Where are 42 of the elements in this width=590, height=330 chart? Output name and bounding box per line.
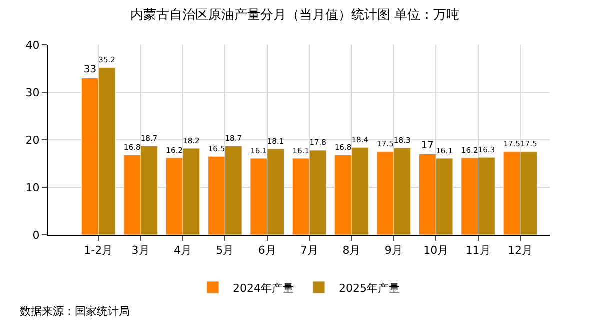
data-label: 18.4: [352, 135, 369, 144]
x-tick-label: 3月: [132, 244, 150, 258]
x-tick-label: 6月: [258, 244, 276, 258]
legend-label: 2025年产量: [339, 282, 400, 295]
x-tick-label: 1-2月: [84, 244, 114, 258]
data-label: 16.8: [124, 142, 141, 152]
data-label: 33: [84, 64, 97, 76]
x-tick-label: 4月: [174, 244, 192, 258]
data-label: 16.3: [478, 145, 496, 154]
legend-label: 2024年产量: [233, 282, 294, 295]
x-tick-label: 8月: [342, 244, 361, 258]
data-label: 18.7: [225, 134, 242, 143]
x-tick-label: 11月: [466, 244, 491, 258]
data-label: 18.7: [140, 134, 158, 143]
data-label: 17.5: [504, 140, 521, 149]
data-label: 18.3: [394, 136, 411, 145]
data-label: 16.1: [292, 146, 310, 156]
data-label: 17.5: [377, 140, 394, 149]
y-tick-label: 10: [26, 181, 40, 194]
data-label: 17.8: [310, 138, 327, 148]
data-label: 17: [421, 140, 434, 152]
data-label: 16.8: [334, 142, 352, 152]
data-label: 16.2: [166, 146, 184, 155]
data-label: 18.1: [267, 136, 284, 146]
y-tick-label: 0: [32, 228, 40, 242]
y-tick-label: 40: [26, 38, 40, 52]
y-tick-label: 20: [26, 134, 40, 147]
data-label: 16.1: [250, 146, 268, 156]
y-tick-label: 30: [26, 86, 40, 100]
data-label: 35.2: [98, 56, 116, 65]
x-tick-label: 12月: [508, 244, 533, 258]
chart-title: 内蒙古自治区原油产量分月（当月值）统计图 单位：万吨: [130, 8, 460, 23]
source-note: 数据来源：国家统计局: [20, 305, 130, 318]
data-label: 16.2: [461, 146, 478, 155]
x-tick-label: 9月: [384, 244, 403, 258]
data-label: 17.5: [520, 140, 538, 149]
x-tick-label: 5月: [216, 244, 234, 258]
x-tick-label: 7月: [300, 244, 319, 258]
x-tick-label: 10月: [424, 244, 449, 258]
data-label: 18.2: [182, 136, 200, 146]
data-label: 16.1: [436, 146, 454, 156]
data-label: 16.5: [208, 144, 226, 154]
